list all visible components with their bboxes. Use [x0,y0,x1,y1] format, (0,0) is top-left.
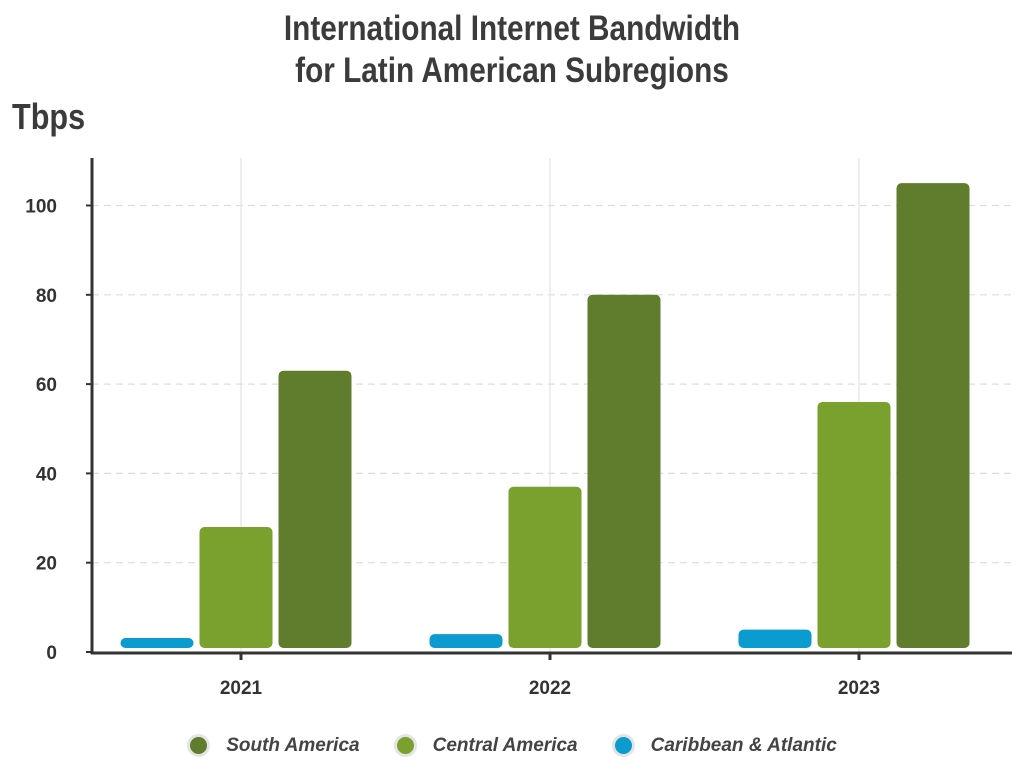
y-tick-label: 80 [36,286,57,307]
bar-south-america-2021 [278,370,352,648]
x-tick-label: 2022 [529,678,571,699]
bar-caribbean-atlantic-2022 [429,634,503,648]
legend: South America Central America Caribbean & … [0,734,1024,757]
legend-swatch-icon [187,734,211,757]
bar-central-america-2023 [817,401,891,648]
bar-south-america-2022 [587,294,661,648]
y-axis-label: Tbps [12,96,86,137]
legend-label: Caribbean & Atlantic [650,734,837,756]
y-tick-label: 60 [36,375,57,396]
legend-label: Central America [432,734,578,756]
legend-item: South America [187,734,360,757]
x-tick-label: 2023 [838,678,880,699]
legend-swatch-icon [393,734,417,757]
title-line-2: for Latin American Subregions [295,51,729,90]
bar-caribbean-atlantic-2021 [120,638,194,648]
y-tick-label: 0 [46,643,57,664]
legend-label: South America [226,734,360,756]
legend-item: Central America [393,734,578,757]
y-tick-label: 40 [36,464,57,485]
bar-caribbean-atlantic-2023 [738,629,812,648]
bar-south-america-2023 [896,183,970,649]
y-tick-label: 100 [25,197,57,218]
y-tick-label: 20 [36,554,57,575]
x-tick-label: 2021 [220,678,263,699]
title-line-1: International Internet Bandwidth [283,9,741,48]
chart-title: International Internet Bandwidth for Lat… [77,8,947,92]
bar-central-america-2021 [199,526,273,648]
legend-swatch-icon [611,734,635,757]
legend-item: Caribbean & Atlantic [611,734,837,757]
bar-central-america-2022 [508,486,582,648]
